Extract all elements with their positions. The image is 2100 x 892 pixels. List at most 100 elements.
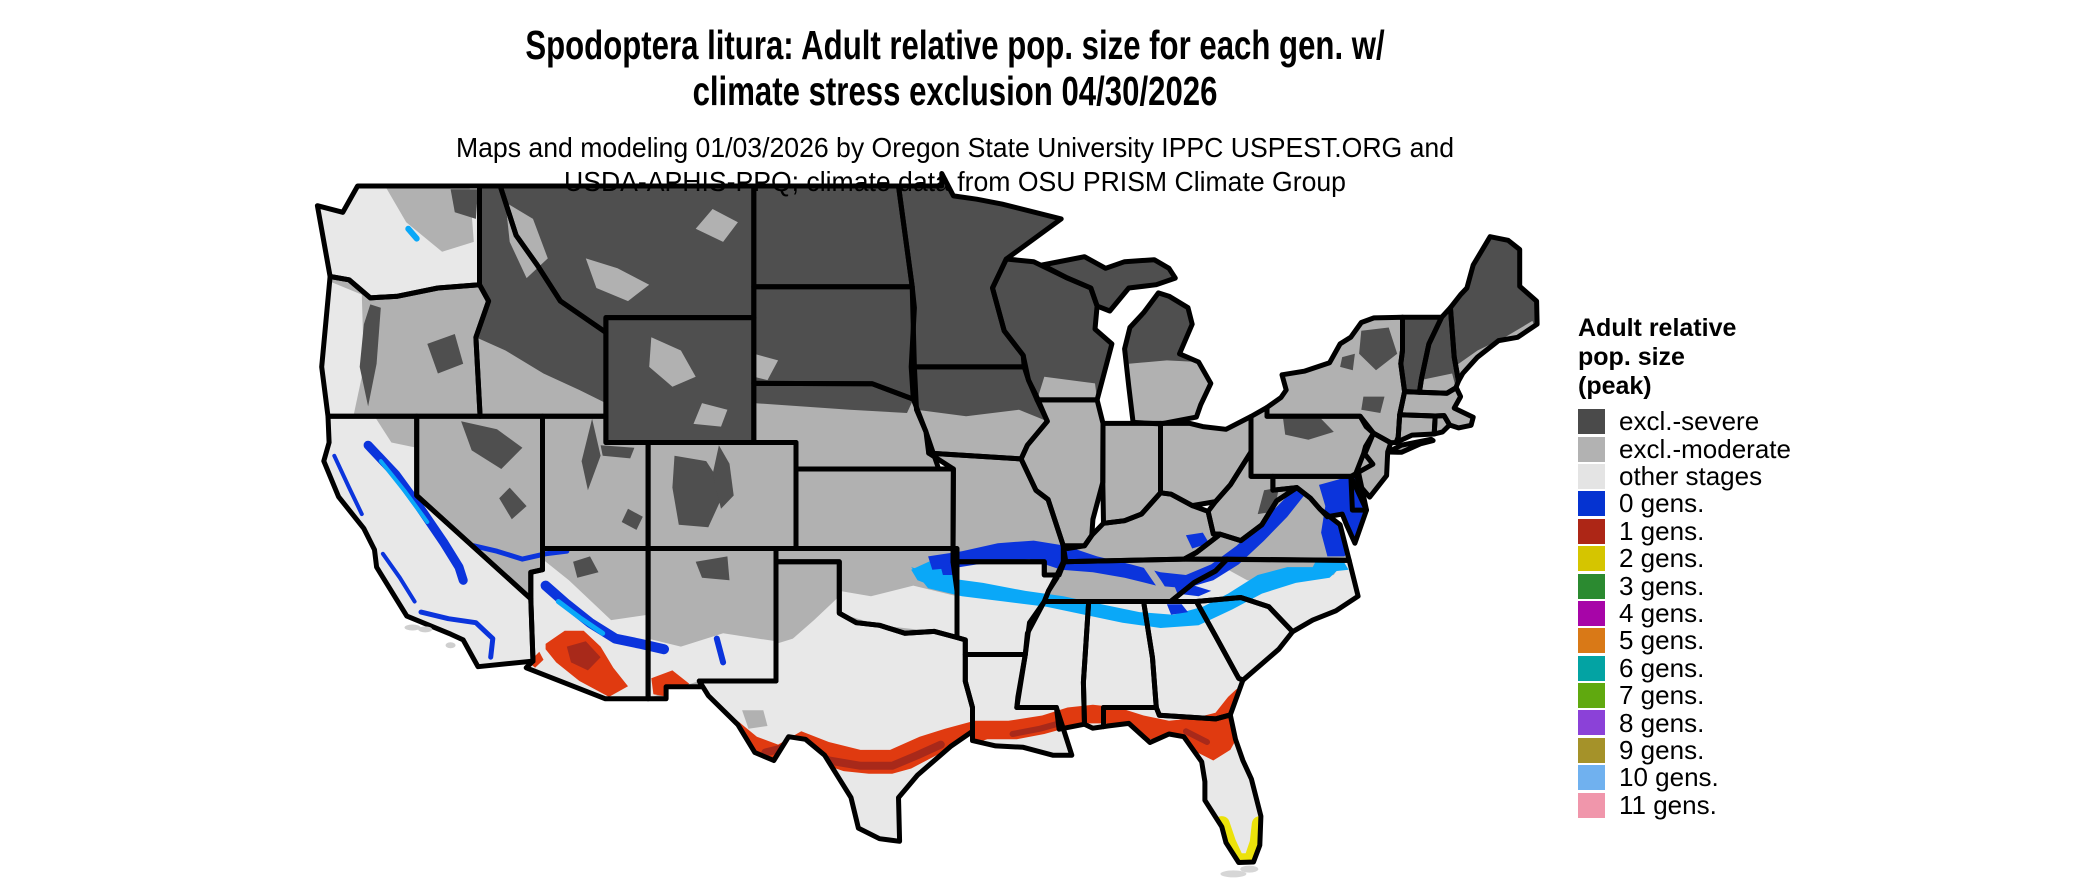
state-tx [699,561,973,842]
legend-swatch [1578,573,1605,599]
legend-label: excl.-moderate [1619,433,1791,464]
overlay-region [695,556,730,581]
overlay-region [585,258,650,302]
legend-swatch [1578,710,1605,736]
legend-item: 2 gens. [1578,543,1878,574]
page-title: Spodoptera litura: Adult relative pop. s… [229,22,1681,114]
overlay-region [753,383,914,413]
legend-label: 1 gens. [1619,515,1705,546]
legend-item: 8 gens. [1578,708,1878,738]
overlay-region [461,421,523,469]
overlay-region [735,689,1243,774]
overlay-region [600,445,635,459]
overlay-region [712,445,734,509]
legend-item: 11 gens. [1578,790,1878,820]
overlay-region [1359,327,1398,371]
legend-title-line3: (peak) [1578,372,1652,400]
legend-item: 5 gens. [1578,625,1878,655]
legend-label: 3 gens. [1619,570,1705,601]
legend-swatch [1578,628,1605,654]
overlay-ribbon [332,453,364,517]
overlay-region [1037,376,1098,400]
legend-label: 4 gens. [1619,597,1705,628]
state-pa [1251,407,1374,477]
legend-swatch [1578,518,1605,544]
legend: Adult relative pop. size (peak) excl.-se… [1578,314,1878,820]
overlay-region [321,278,364,417]
state-ca [323,416,533,667]
overlay-region [475,337,606,417]
state-border-nc [1168,556,1361,635]
overlay-region [499,487,527,520]
legend-label: other stages [1619,460,1763,491]
overlay-region [776,561,840,644]
page-subtitle: Maps and modeling 01/03/2026 by Oregon S… [48,131,1863,199]
state-border-lp [1122,290,1214,427]
overlay-region [1361,396,1385,413]
state-al [1083,601,1157,729]
overlay-ribbon [380,551,417,604]
state-border-me [1447,234,1540,384]
overlay-ribbon [1182,728,1210,745]
legend-label: 7 gens. [1619,680,1705,711]
legend-label: 2 gens. [1619,543,1705,574]
legend-item: 0 gens. [1578,488,1878,519]
legend-swatch [1578,436,1605,462]
florida-keys [1240,865,1259,873]
overlay-ribbon [378,459,430,524]
overlay-ribbon [418,609,496,660]
legend-label: 0 gens. [1619,488,1705,519]
overlay-region [581,418,601,491]
overlay-region [695,209,738,242]
legend-swatch [1578,683,1605,709]
legend-title-line2: pop. size [1578,343,1685,371]
overlay-region [359,304,381,407]
florida-keys [1220,870,1247,878]
state-border-nj [1353,430,1394,500]
state-il [1021,399,1103,549]
legend-swatch [1578,463,1605,489]
state-border-wi [990,256,1115,403]
legend-item: 1 gens. [1578,515,1878,546]
legend-swatch [1578,409,1605,435]
overlay-region [911,567,1338,628]
state-mn [898,173,1062,367]
overlay-region [566,641,601,671]
legend-label: 9 gens. [1619,734,1705,765]
legend-swatch [1578,792,1605,818]
overlay-region [542,548,649,621]
state-wi [992,259,1112,400]
overlay-region [1283,418,1334,440]
legend-swatch [1578,600,1605,626]
state-ind [1102,423,1161,524]
legend-items: excl.-severe excl.-moderate other stages 0 … [1578,406,1878,820]
page-title-line1: Spodoptera litura: Adult relative pop. s… [525,22,1385,68]
state-nd [753,186,913,287]
legend-swatch [1578,737,1605,763]
channel-islands [404,624,421,631]
legend-swatch [1578,765,1605,791]
legend-title: Adult relative pop. size (peak) [1578,314,1878,401]
state-border-ca [321,413,536,670]
overlay-region [916,409,1048,459]
state-sc [1196,597,1293,681]
overlay-ribbon [471,543,570,562]
page-title-line2: climate stress exclusion 04/30/2026 [692,68,1218,114]
state-up [1042,256,1176,311]
overlay-region [649,337,696,387]
overlay-region [505,202,548,279]
legend-item: excl.-severe [1578,406,1878,436]
page-subtitle-line1: Maps and modeling 01/03/2026 by Oregon S… [455,132,1455,163]
state-nh [1419,307,1459,394]
overlay-ribbon [363,440,468,585]
overlay-region [385,186,474,252]
state-border-tx [696,559,975,844]
legend-title-line1: Adult relative [1578,314,1737,342]
legend-item: excl.-moderate [1578,433,1878,464]
state-ma [1399,387,1474,428]
title-block: Spodoptera litura: Adult relative pop. s… [0,22,1910,199]
channel-islands [418,626,433,633]
legend-item: 10 gens. [1578,762,1878,792]
legend-swatch [1578,546,1605,572]
